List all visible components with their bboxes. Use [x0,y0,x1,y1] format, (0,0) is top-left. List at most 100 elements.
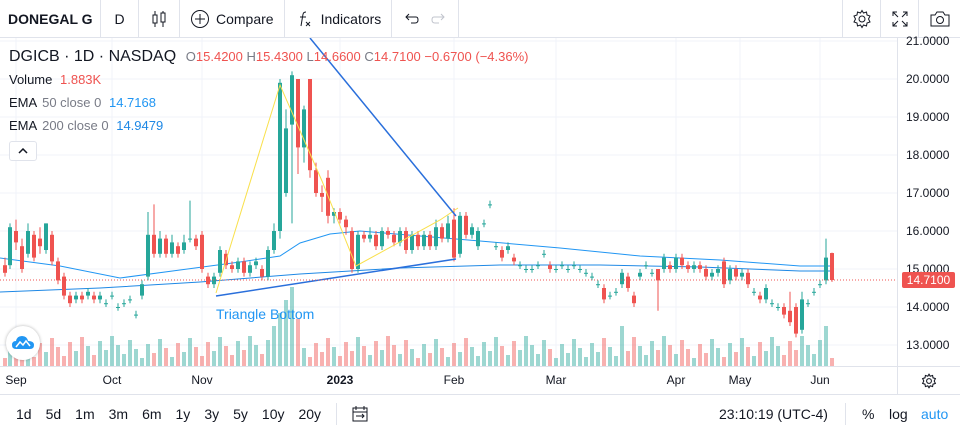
triangle-base-line[interactable] [215,258,457,297]
volume-bar [578,348,582,366]
volume-bar [626,351,630,366]
tradingview-logo[interactable] [6,326,40,360]
clock[interactable]: 23:10:19 (UTC-4) [719,406,828,422]
volume-bar [614,356,618,366]
time-axis[interactable]: Sep Oct Nov 2023 Feb Mar Apr May Jun [0,366,897,394]
legend-symbol-title[interactable]: DGICB · 1D · NASDAQ [9,48,177,65]
range-1d[interactable]: 1d [16,406,32,422]
interval-button[interactable]: D [101,0,139,38]
volume-bar [248,336,252,366]
volume-bar [530,345,534,366]
candle [50,231,54,266]
volume-bar [572,339,576,366]
axis-settings-button[interactable] [897,366,960,394]
settings-button[interactable] [842,0,880,38]
time-tick-label: Sep [5,373,27,387]
date-range-icon[interactable] [351,405,369,423]
fullscreen-button[interactable] [880,0,918,38]
percent-toggle[interactable]: % [862,406,875,422]
candle [488,200,492,209]
candle [170,234,174,258]
indicators-button[interactable]: Indicators [285,0,393,38]
legend-ema200[interactable]: EMA 200 close 0 14.9479 [9,114,528,137]
range-5y[interactable]: 5y [233,406,248,422]
fullscreen-icon [891,10,909,28]
volume-bar [122,354,126,366]
chart-pane[interactable]: Triangle Bottom [0,38,897,366]
range-6m[interactable]: 6m [142,406,162,422]
volume-bar [716,348,720,366]
ema200-params: 200 close 0 [42,118,109,133]
candle [38,227,42,254]
chart-legend: DGICB · 1D · NASDAQ O15.4200 H15.4300 L1… [9,45,528,137]
volume-bar [482,342,486,366]
volume-bar [266,340,270,366]
candle [692,261,696,273]
candle [272,223,276,254]
range-3m[interactable]: 3m [108,406,129,422]
candle [482,219,486,228]
divider [845,403,846,425]
pattern-label[interactable]: Triangle Bottom [216,306,315,322]
candle [386,227,390,239]
triangle-pattern-line[interactable] [215,83,459,294]
triangle-upper-line[interactable] [309,38,457,217]
volume-bar [734,352,738,366]
range-1m[interactable]: 1m [75,406,95,422]
chart-type-button[interactable] [139,0,180,38]
divider [336,403,338,425]
volume-bar [512,341,516,366]
undo-icon[interactable] [402,10,420,28]
volume-bar [404,340,408,366]
range-20y[interactable]: 20y [298,406,322,422]
compare-button[interactable]: Compare [180,0,285,38]
ema200-label: EMA [9,118,37,133]
range-3y[interactable]: 3y [204,406,220,422]
interval-label: D [114,10,125,27]
candle [668,261,672,273]
candle [344,215,348,235]
volume-bar [794,350,798,366]
volume-bar [470,347,474,366]
legend-ema50[interactable]: EMA 50 close 0 14.7168 [9,91,528,114]
candle [122,299,126,307]
price-chart[interactable] [0,38,897,366]
candle [638,269,642,281]
volume-bar [782,355,786,366]
volume-bar [116,345,120,366]
snapshot-button[interactable] [918,0,960,38]
volume-bar [644,355,648,366]
volume-bar [200,356,204,366]
volume-bar [428,353,432,366]
candle [788,291,792,326]
range-buttons: 1d 5d 1m 3m 6m 1y 3y 5y 10y 20y [0,406,328,422]
price-axis[interactable]: 21.0000 20.0000 19.0000 18.0000 17.0000 16.00… [897,34,960,366]
redo-icon[interactable] [430,10,448,28]
candle [104,299,108,307]
low-label: L [306,49,314,64]
volume-bar [740,338,744,366]
candle [152,204,156,258]
range-1y[interactable]: 1y [175,406,191,422]
candles-icon [150,10,168,28]
volume-bar [746,347,750,366]
chevron-up-icon [18,148,28,154]
price-tick-label: 19.0000 [906,110,950,124]
function-icon [295,9,315,29]
volume-bar [44,352,48,366]
volume-bar [32,357,36,366]
candle [740,269,744,281]
volume-bar [410,349,414,366]
candle [74,291,78,304]
candle [716,265,720,277]
camera-icon [929,10,951,28]
volume-bar [476,356,480,366]
legend-collapse-button[interactable] [9,141,37,161]
legend-volume[interactable]: Volume 1.883K [9,68,528,91]
range-5d[interactable]: 5d [45,406,62,422]
range-10y[interactable]: 10y [261,406,285,422]
symbol-search[interactable]: DONEGAL G [0,0,101,38]
candle [542,250,546,258]
log-toggle[interactable]: log [889,406,908,422]
auto-toggle[interactable]: auto [921,406,949,422]
